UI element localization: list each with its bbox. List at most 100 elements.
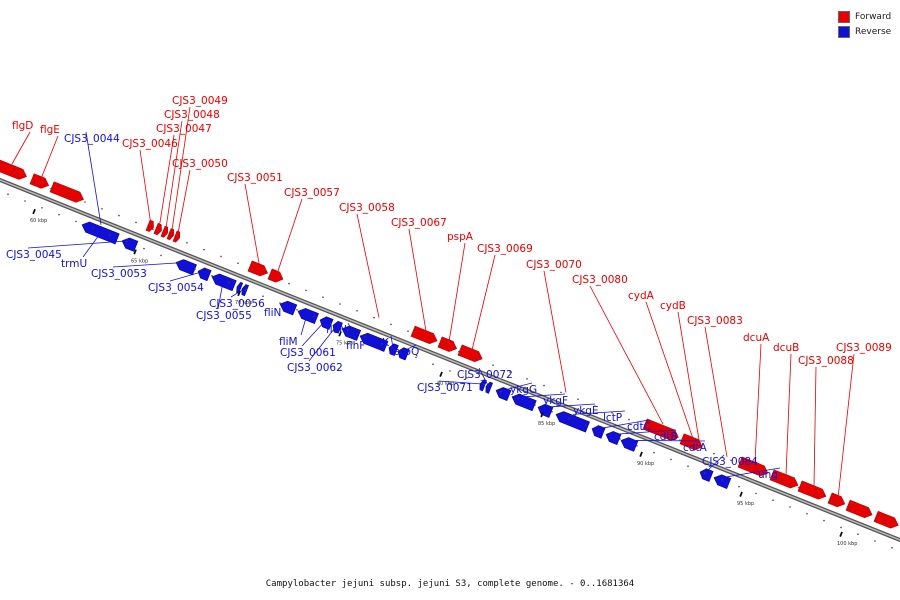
gene-block-folK[interactable] <box>387 342 399 357</box>
gene-block-flhF[interactable] <box>358 331 389 352</box>
forward-gene-arrow[interactable] <box>0 158 29 182</box>
gene-label-ykgE[interactable]: ykgE <box>573 405 599 417</box>
forward-gene-arrow[interactable] <box>679 433 705 452</box>
reverse-gene-arrow[interactable] <box>318 315 334 330</box>
reverse-gene-arrow[interactable] <box>698 467 714 482</box>
gene-label-CJS3_0048[interactable]: CJS3_0048 <box>164 109 220 121</box>
gene-block-fliN[interactable] <box>278 299 298 316</box>
gene-label-CJS3_0089[interactable]: CJS3_0089 <box>836 342 892 354</box>
reverse-gene-arrow[interactable] <box>478 379 488 392</box>
gene-label-CJS3_0054[interactable]: CJS3_0054 <box>148 282 204 294</box>
gene-label-CJS3_0044[interactable]: CJS3_0044 <box>64 133 120 145</box>
reverse-gene-arrow[interactable] <box>331 320 343 334</box>
gene-label-CJS3_0072[interactable]: CJS3_0072 <box>457 369 513 381</box>
gene-label-cydA[interactable]: cydA <box>628 290 655 302</box>
gene-block-CJS3_0057[interactable] <box>267 268 285 284</box>
gene-block-CJS3_0062[interactable] <box>331 320 343 334</box>
forward-gene-arrow[interactable] <box>845 499 874 520</box>
reverse-gene-arrow[interactable] <box>210 272 237 292</box>
gene-label-fliN[interactable]: fliN <box>264 307 281 319</box>
gene-block-CJS3_0045[interactable] <box>120 236 139 252</box>
forward-gene-arrow[interactable] <box>457 344 484 364</box>
gene-block-CJS3_0080[interactable] <box>642 418 681 443</box>
gene-block-pspA[interactable] <box>437 336 459 354</box>
gene-label-pspA[interactable]: pspA <box>447 231 474 243</box>
reverse-gene-arrow[interactable] <box>296 306 319 325</box>
gene-block-CJS3_0071[interactable] <box>478 379 488 392</box>
gene-block[interactable] <box>235 281 244 294</box>
gene-label-CJS3_0070[interactable]: CJS3_0070 <box>526 259 582 271</box>
gene-label-CJS3_0083[interactable]: CJS3_0083 <box>687 315 743 327</box>
gene-block-cdtB[interactable] <box>604 429 622 446</box>
gene-block-CJS3_0056[interactable] <box>240 284 250 297</box>
gene-block-CJS3_0054[interactable] <box>196 266 212 282</box>
gene-label-ykgG[interactable]: ykgG <box>510 384 537 396</box>
gene-label-fleN[interactable]: fleN <box>326 324 347 336</box>
gene-label-aroQ[interactable]: aroQ <box>394 346 419 358</box>
gene-block-flgE[interactable] <box>29 173 51 191</box>
gene-label-CJS3_0056[interactable]: CJS3_0056 <box>209 298 265 310</box>
gene-block-lctP[interactable] <box>554 409 590 433</box>
reverse-gene-arrow[interactable] <box>494 385 512 402</box>
reverse-gene-arrow[interactable] <box>340 324 362 341</box>
gene-block-fliM[interactable] <box>296 306 319 325</box>
reverse-gene-arrow[interactable] <box>712 472 732 489</box>
gene-block-CJS3_0084[interactable] <box>698 467 714 482</box>
forward-gene-arrow[interactable] <box>145 219 156 232</box>
gene-label-CJS3_0057[interactable]: CJS3_0057 <box>284 187 340 199</box>
forward-gene-arrow[interactable] <box>247 260 270 278</box>
gene-label-CJS3_0050[interactable]: CJS3_0050 <box>172 158 228 170</box>
reverse-gene-arrow[interactable] <box>278 299 298 316</box>
gene-block-cydA[interactable] <box>679 433 705 452</box>
gene-block[interactable] <box>873 510 900 530</box>
gene-label-cdtC[interactable]: cdtC <box>627 421 651 433</box>
gene-label-cydB[interactable]: cydB <box>660 300 686 312</box>
gene-label-flhF[interactable]: flhF <box>346 340 365 352</box>
gene-block-CJS3_0088[interactable] <box>797 480 828 502</box>
gene-label-folK[interactable]: folK <box>369 337 390 349</box>
gene-label-CJS3_0088[interactable]: CJS3_0088 <box>798 355 854 367</box>
forward-gene-arrow[interactable] <box>769 469 800 491</box>
gene-label-CJS3_0080[interactable]: CJS3_0080 <box>572 274 628 286</box>
gene-label-CJS3_0071[interactable]: CJS3_0071 <box>417 382 473 394</box>
gene-block-CJS3_0050[interactable] <box>172 230 182 243</box>
gene-label-CJS3_0067[interactable]: CJS3_0067 <box>391 217 447 229</box>
reverse-gene-arrow[interactable] <box>240 284 250 297</box>
gene-block-ykgG[interactable] <box>494 385 512 402</box>
gene-label-ykgF[interactable]: ykgF <box>543 395 568 407</box>
gene-block-flgD[interactable] <box>0 158 29 182</box>
reverse-gene-arrow[interactable] <box>554 409 590 433</box>
gene-block-CJS3_0046[interactable] <box>145 219 156 232</box>
gene-block-dcuB[interactable] <box>769 469 800 491</box>
forward-gene-arrow[interactable] <box>827 492 847 509</box>
gene-block-cdtA[interactable] <box>619 435 639 452</box>
reverse-gene-arrow[interactable] <box>120 236 139 252</box>
forward-gene-arrow[interactable] <box>642 418 681 443</box>
reverse-gene-arrow[interactable] <box>619 435 639 452</box>
gene-block-ung[interactable] <box>712 472 732 489</box>
gene-label-CJS3_0051[interactable]: CJS3_0051 <box>227 172 283 184</box>
gene-label-lctP[interactable]: lctP <box>603 412 622 424</box>
gene-block-cdtC[interactable] <box>590 424 606 439</box>
forward-gene-arrow[interactable] <box>172 230 182 243</box>
reverse-gene-arrow[interactable] <box>235 281 244 294</box>
gene-label-fliM[interactable]: fliM <box>279 336 298 348</box>
reverse-gene-arrow[interactable] <box>358 331 389 352</box>
gene-label-dcuA[interactable]: dcuA <box>743 332 770 344</box>
reverse-gene-arrow[interactable] <box>174 257 197 276</box>
gene-label-flgE[interactable]: flgE <box>40 124 60 136</box>
gene-block-CJS3_0067[interactable] <box>410 325 439 346</box>
forward-gene-arrow[interactable] <box>29 173 51 191</box>
gene-label-cdtA[interactable]: cdtA <box>683 442 708 454</box>
gene-block-fleN[interactable] <box>340 324 362 341</box>
gene-label-dcuB[interactable]: dcuB <box>773 342 799 354</box>
gene-label-CJS3_0084[interactable]: CJS3_0084 <box>702 456 758 468</box>
gene-label-cdtB[interactable]: cdtB <box>654 431 678 443</box>
reverse-gene-arrow[interactable] <box>387 342 399 357</box>
gene-label-CJS3_0045[interactable]: CJS3_0045 <box>6 249 62 261</box>
gene-label-CJS3_0058[interactable]: CJS3_0058 <box>339 202 395 214</box>
gene-block-CJS3_0089[interactable] <box>827 492 847 509</box>
forward-gene-arrow[interactable] <box>267 268 285 284</box>
gene-label-CJS3_0055[interactable]: CJS3_0055 <box>196 310 252 322</box>
gene-label-CJS3_0049[interactable]: CJS3_0049 <box>172 95 228 107</box>
